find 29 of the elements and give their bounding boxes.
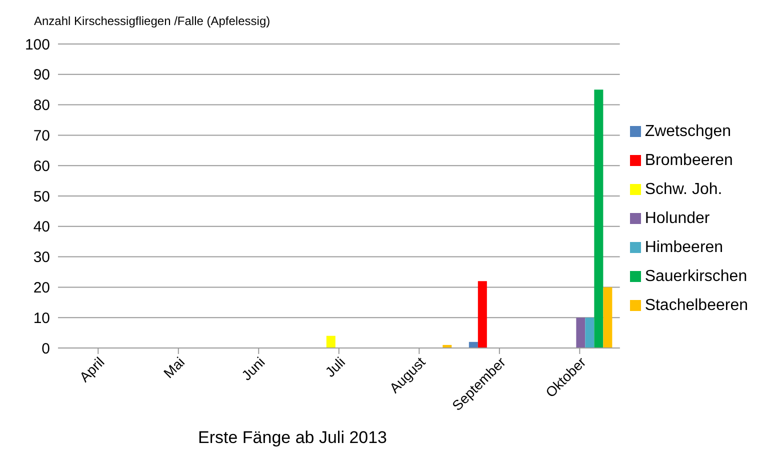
bar	[576, 318, 586, 348]
legend-label: Sauerkirschen	[644, 268, 748, 284]
bar	[594, 90, 604, 348]
bar	[478, 281, 487, 348]
chart-title: Anzahl Kirschessigfliegen /Falle (Apfelessig)	[34, 14, 270, 28]
x-axis-title: Erste Fänge ab Juli 2013	[198, 428, 388, 448]
y-tick-label: 70	[33, 128, 50, 145]
y-tick-label: 100	[24, 36, 50, 54]
y-tick-label: 60	[33, 158, 50, 175]
bar	[326, 336, 336, 348]
y-tick-label: 10	[33, 310, 50, 327]
legend-label: Stachelbeeren	[644, 296, 748, 314]
legend-label: Himbeeren	[644, 238, 724, 256]
y-tick-label: 50	[33, 188, 50, 206]
bar	[603, 287, 612, 348]
y-tick-label: 40	[33, 218, 50, 236]
y-tick-label: 30	[33, 249, 50, 266]
bar	[468, 342, 478, 348]
legend-label: Brombeeren	[644, 152, 733, 168]
legend-label: Holunder	[644, 210, 710, 226]
legend-label: Schw. Joh.	[644, 180, 722, 198]
x-tick-label: Juli	[322, 354, 348, 380]
bar	[585, 318, 594, 348]
y-tick-label: 0	[42, 340, 50, 358]
legend-label: Zwetschgen	[644, 122, 732, 140]
y-tick-label: 80	[33, 97, 50, 114]
y-tick-label: 90	[33, 66, 50, 84]
y-tick-label: 20	[33, 280, 50, 297]
x-tick-label: Mai	[160, 354, 188, 382]
